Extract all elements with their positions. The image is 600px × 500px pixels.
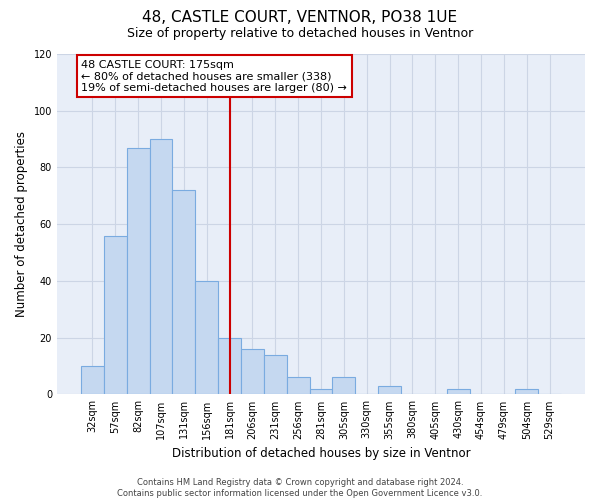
- Bar: [104, 236, 127, 394]
- Bar: [264, 354, 287, 395]
- Bar: [218, 338, 241, 394]
- Bar: [515, 389, 538, 394]
- Bar: [81, 366, 104, 394]
- Bar: [127, 148, 149, 394]
- Bar: [149, 139, 172, 394]
- Text: Size of property relative to detached houses in Ventnor: Size of property relative to detached ho…: [127, 28, 473, 40]
- Bar: [287, 378, 310, 394]
- Bar: [172, 190, 195, 394]
- Y-axis label: Number of detached properties: Number of detached properties: [15, 131, 28, 317]
- Bar: [310, 389, 332, 394]
- Bar: [241, 349, 264, 395]
- Bar: [195, 281, 218, 394]
- Text: Contains HM Land Registry data © Crown copyright and database right 2024.
Contai: Contains HM Land Registry data © Crown c…: [118, 478, 482, 498]
- Bar: [332, 378, 355, 394]
- Text: 48, CASTLE COURT, VENTNOR, PO38 1UE: 48, CASTLE COURT, VENTNOR, PO38 1UE: [142, 10, 458, 25]
- Text: 48 CASTLE COURT: 175sqm
← 80% of detached houses are smaller (338)
19% of semi-d: 48 CASTLE COURT: 175sqm ← 80% of detache…: [82, 60, 347, 93]
- Bar: [446, 389, 470, 394]
- Bar: [378, 386, 401, 394]
- X-axis label: Distribution of detached houses by size in Ventnor: Distribution of detached houses by size …: [172, 447, 470, 460]
